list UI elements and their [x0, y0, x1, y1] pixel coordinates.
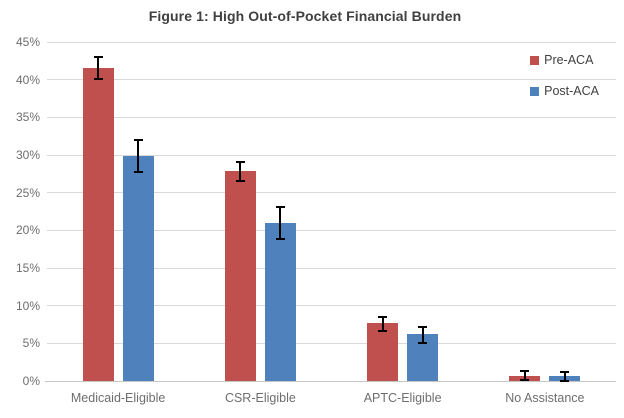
error-bar-cap-top	[133, 138, 143, 141]
bar-pre-aca-1	[224, 170, 256, 381]
y-axis-tick-40: 40%	[15, 72, 40, 87]
y-axis-tick-5: 5%	[22, 336, 40, 351]
error-bar-cap-top	[520, 370, 530, 373]
error-bar-cap-bottom	[520, 379, 530, 382]
error-bar-cap-bottom	[275, 238, 285, 241]
x-axis-category-0: Medicaid-Eligible	[70, 391, 166, 405]
error-bar-cap-bottom	[235, 179, 245, 182]
error-bar-cap-bottom	[378, 330, 388, 333]
y-axis-tick-25: 25%	[15, 185, 40, 200]
gridline-15	[47, 267, 616, 269]
gridline-30	[47, 154, 616, 156]
y-axis-tick-30: 30%	[15, 148, 40, 162]
bar-post-aca-0	[122, 155, 154, 381]
gridline-35	[47, 116, 616, 118]
error-bar-post-aca-2	[421, 326, 424, 343]
error-bar-pre-aca-1	[239, 161, 242, 181]
error-bar-cap-top	[378, 315, 388, 318]
gridline-25	[47, 192, 616, 194]
error-bar-cap-top	[560, 370, 570, 373]
error-bar-pre-aca-2	[381, 316, 384, 332]
legend-item-post-aca: Post-ACA	[530, 84, 599, 98]
legend-swatch-icon	[530, 86, 540, 96]
gridline-45	[47, 41, 616, 43]
error-bar-cap-bottom	[93, 77, 103, 80]
gridline-5	[47, 342, 616, 344]
y-axis-tick-0: 0%	[22, 374, 40, 388]
error-bar-post-aca-1	[279, 206, 282, 240]
bar-pre-aca-2	[367, 322, 399, 381]
error-bar-cap-top	[275, 205, 285, 208]
error-bar-pre-aca-3	[523, 371, 526, 381]
error-bar-post-aca-0	[137, 139, 140, 173]
gridline-20	[47, 229, 616, 231]
error-bar-cap-top	[235, 160, 245, 163]
error-bar-cap-bottom	[560, 380, 570, 382]
legend-label: Post-ACA	[544, 84, 599, 98]
y-axis-tick-45: 45%	[15, 35, 40, 49]
legend-label: Pre-ACA	[544, 53, 594, 67]
legend-swatch-icon	[530, 55, 540, 65]
y-axis-tick-35: 35%	[15, 110, 40, 125]
chart-title: Figure 1: High Out-of-Pocket Financial B…	[148, 8, 462, 24]
bar-post-aca-1	[264, 222, 296, 381]
bar-pre-aca-0	[82, 68, 114, 381]
error-bar-cap-top	[418, 325, 428, 328]
y-axis-tick-20: 20%	[15, 223, 40, 238]
error-bar-post-aca-3	[563, 371, 566, 381]
error-bar-cap-top	[93, 56, 103, 59]
x-axis-category-2: APTC-Eligible	[363, 391, 442, 405]
y-axis-tick-15: 15%	[15, 261, 40, 275]
legend-item-pre-aca: Pre-ACA	[530, 53, 593, 67]
chart-legend: Pre-ACA Post-ACA	[530, 53, 599, 98]
gridline-0	[45, 380, 616, 382]
gridline-40	[47, 79, 616, 81]
error-bar-cap-bottom	[418, 341, 428, 344]
gridline-10	[47, 305, 616, 307]
x-axis-category-1: CSR-Eligible	[224, 391, 296, 405]
error-bar-cap-bottom	[133, 171, 143, 174]
error-bar-pre-aca-0	[97, 57, 100, 79]
x-axis-category-3: No Assistance	[505, 391, 585, 405]
y-axis-tick-10: 10%	[15, 298, 40, 313]
